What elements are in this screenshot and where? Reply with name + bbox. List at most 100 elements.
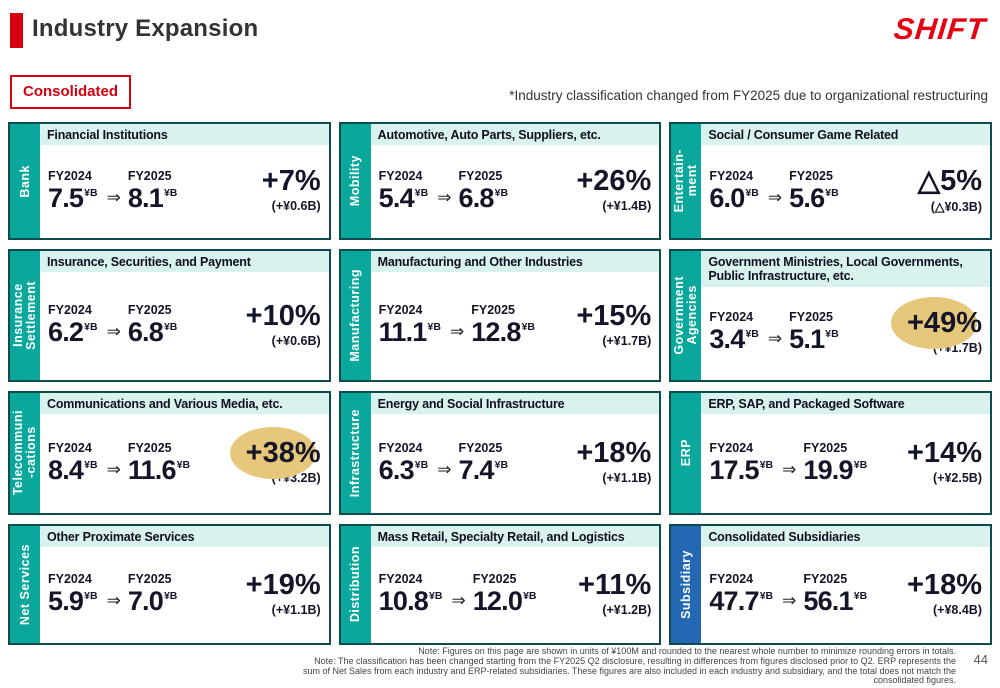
arrow-icon: ⇒ <box>449 322 465 342</box>
fy2024-column: FY2024 6.0¥B <box>709 169 759 212</box>
fy2025-value: 7.0¥B <box>128 587 178 615</box>
fy2025-column: FY2025 11.6¥B <box>128 441 190 484</box>
fy2025-label: FY2025 <box>789 168 833 183</box>
change-percent: +26% <box>576 165 652 198</box>
fy2024-value: 11.1¥B <box>379 318 441 346</box>
value-number: 12.8 <box>471 317 521 348</box>
change-percent: +18% <box>907 568 982 601</box>
unit-label: ¥B <box>825 328 839 341</box>
change-amount: (+¥0.6B) <box>271 199 321 214</box>
values-area: FY2024 6.2¥B ⇒ FY2025 6.8¥B <box>48 272 231 377</box>
change-percent: +10% <box>245 299 321 332</box>
arrow-icon: ⇒ <box>437 459 452 479</box>
fy2025-value: 12.0¥B <box>473 587 537 615</box>
category-header: Financial Institutions <box>40 124 329 146</box>
fy2025-value: 7.4¥B <box>458 454 508 485</box>
change-area: +11% (+¥1.2B) <box>561 547 653 640</box>
values-area: FY2024 7.5¥B ⇒ FY2025 8.1¥B <box>48 145 231 235</box>
values-area: FY2024 6.3¥B ⇒ FY2025 7.4¥B <box>379 414 562 510</box>
fy2025-column: FY2025 6.8¥B <box>458 169 508 212</box>
change-percent: +7% <box>261 165 321 198</box>
change-amount: (+¥1.4B) <box>602 199 652 214</box>
unit-label: ¥B <box>429 590 443 603</box>
industry-card: ERP ERP, SAP, and Packaged Software FY20… <box>669 391 992 515</box>
change-percent: +38% <box>229 427 321 480</box>
industry-sidebar: Telecommuni -cations <box>10 393 40 513</box>
value-number: 6.3 <box>378 454 415 485</box>
category-label: Communications and Various Media, etc. <box>47 397 283 411</box>
industry-label: Manufacturing <box>348 269 363 362</box>
values-area: FY2024 6.0¥B ⇒ FY2025 5.6¥B <box>709 145 892 235</box>
fy2025-column: FY2025 8.1¥B <box>128 169 178 212</box>
change-percent: +14% <box>907 437 982 470</box>
fy2024-value: 8.4¥B <box>48 455 98 484</box>
value-number: 7.4 <box>458 454 494 485</box>
unit-label: ¥B <box>759 458 774 471</box>
change-percent: +18% <box>576 437 652 470</box>
industry-card: Distribution Mass Retail, Specialty Reta… <box>338 524 662 645</box>
unit-label: ¥B <box>84 186 98 199</box>
fy2024-label: FY2024 <box>48 440 92 455</box>
fy2025-value: 56.1¥B <box>803 587 867 615</box>
fy2025-column: FY2025 19.9¥B <box>803 441 867 484</box>
fy2025-label: FY2025 <box>458 168 503 183</box>
card-body: FY2024 5.9¥B ⇒ FY2025 7.0¥B +19% (+¥1.1B… <box>40 547 329 643</box>
change-amount: (+¥1.1B) <box>271 602 321 617</box>
category-label: Manufacturing and Other Industries <box>377 255 583 269</box>
fy2025-label: FY2025 <box>127 303 172 318</box>
change-area: +26% (+¥1.4B) <box>561 145 653 235</box>
change-area: +49% (+¥1.7B) <box>891 287 984 377</box>
change-percent: +11% <box>577 568 652 601</box>
fy2024-value: 7.5¥B <box>48 183 98 212</box>
fy2024-value: 5.4¥B <box>379 183 429 212</box>
arrow-icon: ⇒ <box>106 591 121 611</box>
change-area: +19% (+¥1.1B) <box>231 547 323 640</box>
value-number: 6.2 <box>48 317 84 348</box>
fy2024-label: FY2024 <box>378 572 423 587</box>
fy2024-value: 3.4¥B <box>709 325 759 353</box>
values-area: FY2024 17.5¥B ⇒ FY2025 19.9¥B <box>709 414 892 510</box>
category-label: Mass Retail, Specialty Retail, and Logis… <box>377 530 625 544</box>
arrow-icon: ⇒ <box>106 322 121 342</box>
change-area: +10% (+¥0.6B) <box>231 272 323 377</box>
category-label: ERP, SAP, and Packaged Software <box>708 397 905 411</box>
value-number: 5.9 <box>48 586 84 617</box>
card-main: Insurance, Securities, and Payment FY202… <box>40 251 329 380</box>
fy2025-column: FY2025 5.6¥B <box>789 169 839 212</box>
values-area: FY2024 5.9¥B ⇒ FY2025 7.0¥B <box>48 547 231 640</box>
values-area: FY2024 47.7¥B ⇒ FY2025 56.1¥B <box>709 547 892 640</box>
card-body: FY2024 17.5¥B ⇒ FY2025 19.9¥B +14% (+¥2.… <box>701 414 990 513</box>
fy2024-value: 6.3¥B <box>378 454 429 485</box>
footer-notes: Note: Figures on this page are shown in … <box>296 646 956 688</box>
fy2025-label: FY2025 <box>471 303 515 318</box>
fy2024-value: 6.2¥B <box>48 318 98 346</box>
fy2024-column: FY2024 8.4¥B <box>48 441 98 484</box>
fy2024-label: FY2024 <box>48 572 92 587</box>
unit-label: ¥B <box>414 186 429 199</box>
fy2024-column: FY2024 5.9¥B <box>48 572 98 615</box>
value-number: 11.1 <box>378 317 428 348</box>
change-area: +18% (+¥8.4B) <box>892 547 984 640</box>
change-percent: +49% <box>891 296 982 349</box>
category-label: Government Ministries, Local Governments… <box>708 255 963 284</box>
arrow-icon: ⇒ <box>767 187 783 207</box>
unit-label: ¥B <box>84 321 98 334</box>
unit-label: ¥B <box>84 590 98 603</box>
fy2025-column: FY2025 7.4¥B <box>458 441 508 484</box>
value-number: 17.5 <box>709 454 759 485</box>
category-label: Financial Institutions <box>47 128 168 142</box>
industry-card: Government Agencies Government Ministrie… <box>669 249 992 382</box>
classification-note: *Industry classification changed from FY… <box>509 88 988 103</box>
change-amount: (+¥1.7B) <box>602 333 652 348</box>
change-amount: (+¥1.2B) <box>602 602 652 617</box>
card-body: FY2024 11.1¥B ⇒ FY2025 12.8¥B +15% (+¥1.… <box>371 272 660 380</box>
values-area: FY2024 10.8¥B ⇒ FY2025 12.0¥B <box>379 547 562 640</box>
card-main: Automotive, Auto Parts, Suppliers, etc. … <box>370 124 660 238</box>
fy2024-column: FY2024 7.5¥B <box>48 169 98 212</box>
category-label: Energy and Social Infrastructure <box>377 397 565 411</box>
card-body: FY2024 8.4¥B ⇒ FY2025 11.6¥B +38% (+¥3.2… <box>40 414 329 513</box>
card-body: FY2024 6.2¥B ⇒ FY2025 6.8¥B +10% (+¥0.6B… <box>40 272 329 380</box>
industry-card: Insurance Settlement Insurance, Securiti… <box>8 249 331 382</box>
card-main: Manufacturing and Other Industries FY202… <box>370 251 660 380</box>
